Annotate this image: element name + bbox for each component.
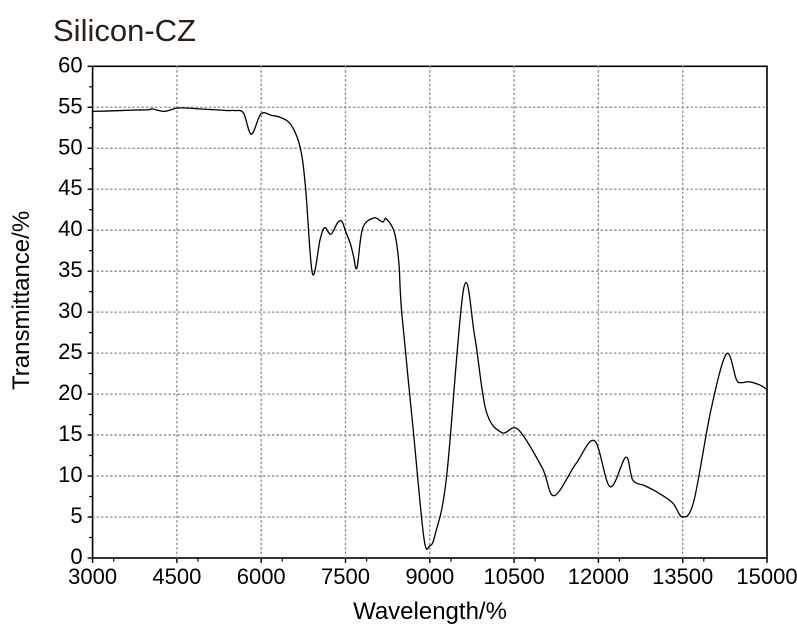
svg-text:10500: 10500 [484, 564, 545, 589]
svg-text:0: 0 [70, 544, 82, 569]
svg-text:13500: 13500 [652, 564, 713, 589]
svg-text:60: 60 [58, 52, 82, 77]
svg-text:15: 15 [58, 421, 82, 446]
svg-text:12000: 12000 [568, 564, 629, 589]
svg-text:30: 30 [58, 298, 82, 323]
svg-text:55: 55 [58, 93, 82, 118]
svg-text:6000: 6000 [237, 564, 286, 589]
svg-text:10: 10 [58, 462, 82, 487]
svg-text:5: 5 [70, 503, 82, 528]
svg-text:4500: 4500 [152, 564, 201, 589]
svg-text:20: 20 [58, 380, 82, 405]
svg-text:7500: 7500 [321, 564, 370, 589]
svg-text:9000: 9000 [405, 564, 454, 589]
svg-text:45: 45 [58, 175, 82, 200]
svg-text:35: 35 [58, 257, 82, 282]
svg-text:50: 50 [58, 134, 82, 159]
svg-text:25: 25 [58, 339, 82, 364]
svg-text:15000: 15000 [736, 564, 797, 589]
svg-text:40: 40 [58, 216, 82, 241]
